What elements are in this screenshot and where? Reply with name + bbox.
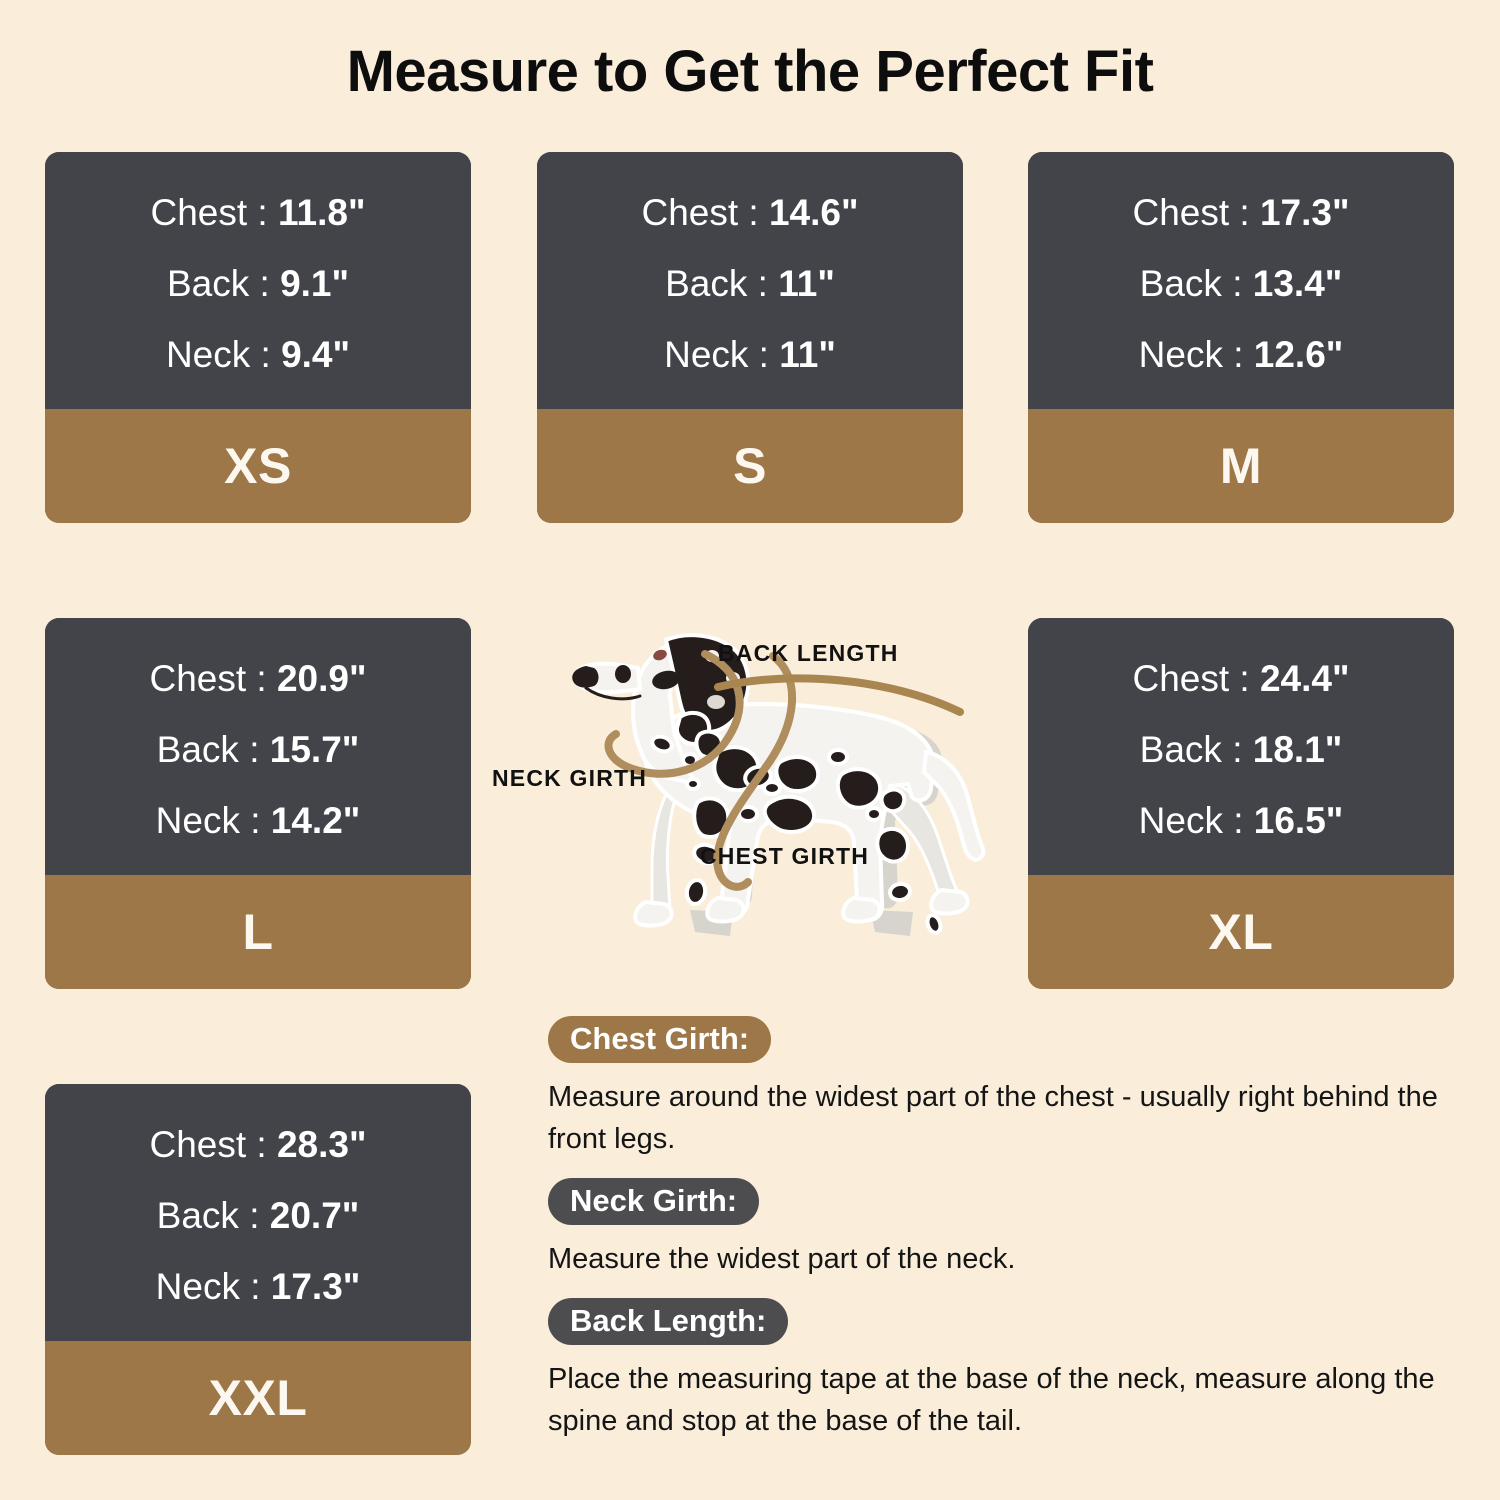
spec-chest: Chest : 28.3" (149, 1124, 367, 1166)
spec-neck-label: Neck : (1138, 334, 1244, 376)
instruction-text-chest-girth: Measure around the widest part of the ch… (548, 1081, 1438, 1156)
spec-chest: Chest : 20.9" (149, 658, 367, 700)
size-label: S (733, 438, 767, 494)
size-band: XS (45, 409, 471, 523)
spec-neck-value: 16.5" (1253, 800, 1344, 842)
size-card-specs: Chest : 20.9" Back : 15.7" Neck : 14.2" (45, 618, 471, 875)
size-card-l[interactable]: Chest : 20.9" Back : 15.7" Neck : 14.2" … (45, 618, 471, 989)
spec-neck-label: Neck : (165, 334, 271, 376)
label-chest-girth: CHEST GIRTH (700, 843, 870, 869)
spec-back: Back : 9.1" (166, 263, 350, 305)
size-band: L (45, 875, 471, 989)
spec-chest-label: Chest : (149, 1124, 267, 1166)
spec-back: Back : 18.1" (1139, 729, 1343, 771)
instruction-neck-girth: Neck Girth: Measure the widest part of t… (548, 1178, 1458, 1280)
spec-back-value: 15.7" (269, 729, 360, 771)
spec-back: Back : 15.7" (156, 729, 360, 771)
spec-chest-value: 11.8" (277, 192, 366, 234)
spec-chest-label: Chest : (641, 192, 759, 234)
spec-neck-value: 12.6" (1253, 334, 1344, 376)
size-card-specs: Chest : 14.6" Back : 11" Neck : 11" (537, 152, 963, 409)
spec-back: Back : 20.7" (156, 1195, 360, 1237)
dog-measurement-diagram (490, 592, 1010, 992)
size-card-specs: Chest : 17.3" Back : 13.4" Neck : 12.6" (1028, 152, 1454, 409)
spec-back-label: Back : (156, 1195, 260, 1237)
measurement-instructions: Chest Girth: Measure around the widest p… (548, 1016, 1458, 1460)
instruction-badge-chest-girth: Chest Girth: (548, 1016, 772, 1063)
size-label: M (1219, 438, 1263, 494)
spec-chest-value: 17.3" (1259, 192, 1350, 234)
size-card-s[interactable]: Chest : 14.6" Back : 11" Neck : 11" S (537, 152, 963, 523)
spec-neck: Neck : 9.4" (165, 334, 351, 376)
spec-neck: Neck : 16.5" (1138, 800, 1344, 842)
spec-neck-label: Neck : (155, 800, 261, 842)
spec-neck: Neck : 14.2" (155, 800, 361, 842)
spec-neck-value: 17.3" (270, 1266, 361, 1308)
spec-chest: Chest : 11.8" (150, 192, 366, 234)
spec-chest-label: Chest : (1132, 192, 1250, 234)
spec-chest-value: 20.9" (276, 658, 367, 700)
spec-neck-label: Neck : (664, 334, 769, 376)
spec-chest-value: 24.4" (1259, 658, 1350, 700)
size-label: XS (224, 438, 292, 494)
label-neck-girth: NECK GIRTH (492, 765, 648, 791)
spec-chest-value: 28.3" (276, 1124, 367, 1166)
spec-chest: Chest : 24.4" (1132, 658, 1350, 700)
size-band: XXL (45, 1341, 471, 1455)
instruction-badge-neck-girth: Neck Girth: (548, 1178, 760, 1226)
spec-chest: Chest : 17.3" (1132, 192, 1350, 234)
size-band: M (1028, 409, 1454, 523)
spec-neck-label: Neck : (155, 1266, 261, 1308)
spec-neck-value: 9.4" (281, 334, 351, 376)
size-label: XL (1208, 904, 1274, 960)
spec-back-label: Back : (156, 729, 260, 771)
spec-neck: Neck : 11" (664, 334, 836, 376)
spec-chest-label: Chest : (150, 192, 268, 234)
size-card-m[interactable]: Chest : 17.3" Back : 13.4" Neck : 12.6" … (1028, 152, 1454, 523)
spec-chest-value: 14.6" (768, 192, 859, 234)
spec-back: Back : 11" (665, 263, 835, 305)
page-title: Measure to Get the Perfect Fit (346, 39, 1154, 104)
spec-back-label: Back : (1139, 263, 1243, 305)
size-label: XXL (208, 1370, 308, 1426)
size-card-xxl[interactable]: Chest : 28.3" Back : 20.7" Neck : 17.3" … (45, 1084, 471, 1455)
spec-back-value: 11" (778, 263, 835, 305)
spec-back: Back : 13.4" (1139, 263, 1343, 305)
size-card-xs[interactable]: Chest : 11.8" Back : 9.1" Neck : 9.4" XS (45, 152, 471, 523)
label-back-length: BACK LENGTH (718, 640, 899, 666)
size-card-specs: Chest : 28.3" Back : 20.7" Neck : 17.3" (45, 1084, 471, 1341)
size-card-specs: Chest : 24.4" Back : 18.1" Neck : 16.5" (1028, 618, 1454, 875)
instruction-badge-back-length: Back Length: (548, 1298, 789, 1346)
spec-chest: Chest : 14.6" (641, 192, 859, 234)
spec-back-value: 9.1" (280, 263, 350, 305)
size-card-specs: Chest : 11.8" Back : 9.1" Neck : 9.4" (45, 152, 471, 409)
spec-back-label: Back : (665, 263, 768, 305)
spec-back-value: 20.7" (269, 1195, 360, 1237)
instruction-text-neck-girth: Measure the widest part of the neck. (548, 1243, 1016, 1276)
size-band: S (537, 409, 963, 523)
spec-back-label: Back : (1139, 729, 1243, 771)
spec-neck-value: 11" (779, 334, 836, 376)
spec-chest-label: Chest : (1132, 658, 1250, 700)
instruction-text-back-length: Place the measuring tape at the base of … (548, 1363, 1435, 1438)
spec-back-value: 13.4" (1252, 263, 1343, 305)
spec-neck: Neck : 12.6" (1138, 334, 1344, 376)
instruction-back-length: Back Length: Place the measuring tape at… (548, 1298, 1458, 1442)
spec-neck-value: 14.2" (270, 800, 361, 842)
size-label: L (242, 904, 274, 960)
spec-neck: Neck : 17.3" (155, 1266, 361, 1308)
spec-back-value: 18.1" (1252, 729, 1343, 771)
instruction-chest-girth: Chest Girth: Measure around the widest p… (548, 1016, 1458, 1160)
size-card-xl[interactable]: Chest : 24.4" Back : 18.1" Neck : 16.5" … (1028, 618, 1454, 989)
spec-chest-label: Chest : (149, 658, 267, 700)
size-band: XL (1028, 875, 1454, 989)
spec-back-label: Back : (166, 263, 270, 305)
spec-neck-label: Neck : (1138, 800, 1244, 842)
